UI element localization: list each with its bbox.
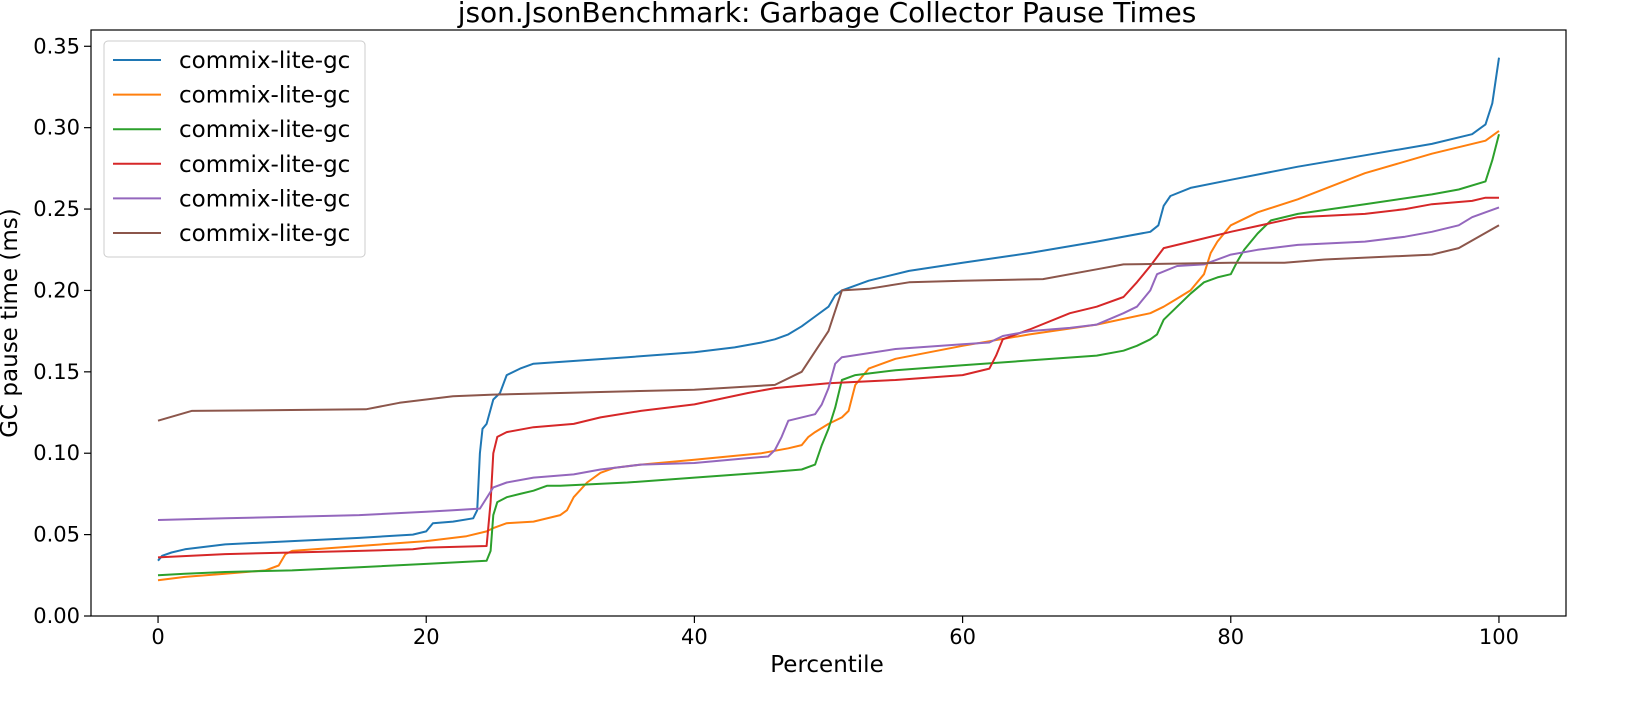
series-line-1 <box>157 57 1500 562</box>
legend: commix-lite-gc commix-lite-gc commix-lite-… <box>103 40 366 258</box>
legend-frame <box>103 40 366 258</box>
y-tick-label: 0.35 <box>33 34 80 58</box>
y-tick-label: 0.30 <box>33 116 80 140</box>
y-tick-label: 0.20 <box>33 278 80 302</box>
plot-content <box>157 57 1500 582</box>
x-tick-label: 100 <box>1479 625 1519 649</box>
x-axis: 0 20 40 60 80 100 <box>151 616 1519 649</box>
y-tick-label: 0.05 <box>33 523 80 547</box>
y-axis: 0.00 0.05 0.10 0.15 0.20 0.25 0.30 0.35 <box>33 34 91 628</box>
x-tick-label: 80 <box>1217 625 1244 649</box>
legend-label: commix-lite-gc <box>179 83 350 109</box>
y-tick-label: 0.25 <box>33 197 80 221</box>
legend-label: commix-lite-gc <box>179 152 350 178</box>
y-tick-label: 0.15 <box>33 360 80 384</box>
x-tick-label: 60 <box>949 625 976 649</box>
legend-label: commix-lite-gc <box>179 48 350 74</box>
y-axis-label: GC pause time (ms) <box>0 208 23 438</box>
x-tick-label: 0 <box>151 625 164 649</box>
series-line-2 <box>157 130 1500 582</box>
series-line-5 <box>157 206 1500 521</box>
series-line-6 <box>157 224 1500 422</box>
plot-area <box>90 29 1567 617</box>
legend-label: commix-lite-gc <box>179 117 350 143</box>
y-tick-label: 0.10 <box>33 441 80 465</box>
x-axis-label: Percentile <box>770 652 883 678</box>
x-tick-label: 40 <box>681 625 708 649</box>
y-tick-label: 0.00 <box>33 604 80 628</box>
legend-label: commix-lite-gc <box>179 221 350 247</box>
chart-title: json.JsonBenchmark: Garbage Collector Pa… <box>457 0 1197 29</box>
series-line-4 <box>157 196 1499 559</box>
series-line-3 <box>157 133 1500 577</box>
x-tick-label: 20 <box>413 625 440 649</box>
legend-label: commix-lite-gc <box>179 186 350 212</box>
